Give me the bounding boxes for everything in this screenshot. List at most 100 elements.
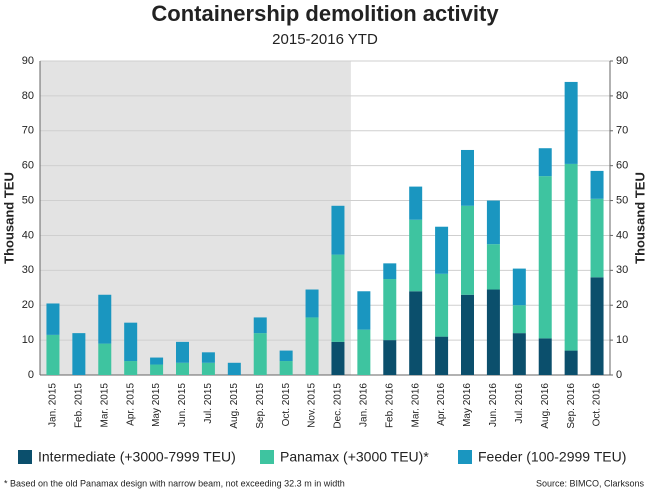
bar-segment [590,198,604,278]
x-tick-label: Apr. 2015 [125,383,136,426]
y-tick-label: 90 [22,55,34,67]
bar-segment [176,362,189,375]
x-tick-label: Apr. 2016 [436,383,447,426]
y2-tick-label: 50 [616,194,628,206]
bar-segment [305,317,319,375]
x-tick-label: Jul. 2016 [514,383,525,424]
bar-segment [435,336,449,375]
bar-segment [124,322,138,362]
y-tick-label: 60 [22,160,34,172]
bar-segment [150,364,164,375]
bar-segment [409,186,423,220]
shaded-region [40,61,351,375]
x-tick-label: May 2015 [151,383,162,427]
x-tick-label: Aug. 2016 [540,383,551,429]
y-tick-label: 30 [22,264,34,276]
bar-segment [201,352,215,363]
y-tick-label: 10 [22,334,34,346]
bar-segment [538,176,552,339]
bar-segment [461,149,474,206]
legend-swatch [260,450,274,464]
bar-segment [383,279,397,341]
bar-segment [512,333,526,375]
bar-segment [357,291,371,330]
y2-tick-label: 80 [616,90,628,102]
source: Source: BIMCO, Clarksons [536,478,645,488]
x-tick-label: Feb. 2015 [74,383,85,428]
x-tick-label: Oct. 2015 [281,383,292,427]
y-tick-label: 0 [28,369,34,381]
legend-label: Feeder (100-2999 TEU) [478,449,626,465]
x-tick-label: Mar. 2016 [410,383,421,428]
x-tick-label: Sep. 2016 [566,383,577,429]
y-tick-label: 80 [22,90,34,102]
bar-segment [486,289,500,375]
bar-segment [409,219,423,292]
bar-segment [253,333,267,375]
bar-segment [72,333,86,375]
y-tick-label: 50 [22,194,34,206]
y-tick-label: 20 [22,299,34,311]
bar-segment [279,350,293,362]
x-tick-label: Jun. 2016 [488,383,499,427]
legend-label: Panamax (+3000 TEU)* [280,449,429,465]
y2-tick-label: 60 [616,160,628,172]
legend-label: Intermediate (+3000-7999 TEU) [38,449,236,465]
bar-segment [590,277,604,375]
x-tick-label: Feb. 2016 [384,383,395,428]
y-tick-label: 40 [22,229,34,241]
bar-segment [150,357,164,365]
bar-segment [409,291,423,375]
bar-segment [357,329,371,375]
x-tick-label: Jun. 2015 [177,383,188,427]
bar-segment [435,226,449,274]
x-tick-label: Jul. 2015 [203,383,214,424]
y2-tick-label: 90 [616,55,628,67]
bar-segment [512,305,526,334]
legend-swatch [18,450,32,464]
bar-segment [46,334,60,375]
bar-segment [461,294,474,375]
bar-segment [253,317,267,334]
bar-segment [486,200,500,245]
bar-segment [46,303,60,335]
bar-segment [564,81,578,164]
bar-segment [98,343,112,375]
y-axis-label: Thousand TEU [1,172,16,264]
x-tick-label: Oct. 2016 [592,383,603,427]
bar-segment [590,170,604,199]
bar-segment [201,362,215,375]
bar-segment [331,205,345,255]
x-tick-label: Jan. 2015 [48,383,59,427]
bar-segment [564,163,578,351]
chart-title: Containership demolition activity [151,1,499,26]
bar-segment [383,263,397,280]
x-tick-label: Sep. 2015 [255,383,266,429]
bar-segment [279,361,293,375]
y-tick-label: 70 [22,125,34,137]
bar-segment [305,289,319,318]
bar-segment [512,268,526,306]
bar-segment [176,341,189,363]
y2-tick-label: 0 [616,369,622,381]
x-tick-label: Aug. 2015 [229,383,240,429]
bar-segment [435,273,449,337]
legend-swatch [458,450,472,464]
x-tick-label: Dec. 2015 [333,383,344,429]
x-tick-label: Jan. 2016 [359,383,370,427]
y2-tick-label: 40 [616,229,628,241]
bar-segment [538,148,552,177]
bar-segment [383,340,397,375]
y2-tick-label: 30 [616,264,628,276]
x-tick-label: Mar. 2015 [99,383,110,428]
bar-segment [124,361,138,375]
footnote: * Based on the old Panamax design with n… [4,478,345,488]
bar-segment [486,244,500,290]
bar-segment [331,254,345,342]
y2-tick-label: 10 [616,334,628,346]
bar-segment [564,350,578,375]
chart-subtitle: 2015-2016 YTD [272,31,378,48]
y2-axis-label: Thousand TEU [632,172,647,264]
y2-tick-label: 20 [616,299,628,311]
